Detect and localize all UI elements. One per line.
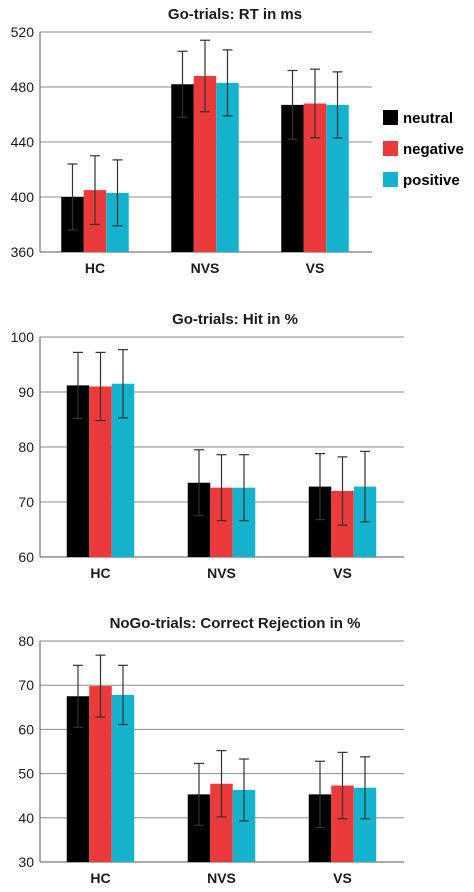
- category-label: NVS: [207, 565, 236, 581]
- bar: [353, 787, 377, 862]
- bar: [187, 482, 211, 557]
- bar: [303, 103, 327, 252]
- y-tick-label: 480: [11, 79, 35, 95]
- category-label: HC: [90, 565, 110, 581]
- legend-swatch: [383, 141, 398, 156]
- bar: [111, 383, 135, 557]
- legend-swatch: [383, 110, 398, 125]
- category-label: VS: [333, 870, 352, 886]
- bar: [331, 785, 354, 862]
- rejection-chart-svg: NoGo-trials: Correct Rejection in % 30 40…: [18, 615, 404, 886]
- y-tick-label: 400: [11, 189, 35, 205]
- bar: [66, 385, 90, 557]
- bar: [326, 104, 349, 252]
- plot-area: 30 40 50 60 70 80 HC NVS VS: [18, 633, 404, 886]
- bar: [66, 696, 90, 862]
- y-tick-label: 80: [18, 633, 34, 649]
- rt-chart-svg: Go-trials: RT in ms 360 400 440 480 520 HC NVS…: [11, 6, 464, 276]
- bar: [210, 487, 233, 557]
- y-tick-label: 50: [18, 766, 34, 782]
- bar: [308, 486, 332, 557]
- bar: [216, 82, 239, 252]
- chart-title: Go-trials: Hit in %: [172, 311, 298, 328]
- bar: [232, 487, 256, 557]
- category-label: VS: [306, 260, 325, 276]
- legend-swatch: [383, 172, 398, 187]
- plot-area: 60 70 80 90 100 HC NVS VS: [11, 329, 404, 581]
- y-tick-label: 90: [18, 384, 34, 400]
- rejection-chart: NoGo-trials: Correct Rejection in % 30 40…: [0, 609, 474, 892]
- bar: [308, 794, 332, 862]
- legend-label: negative: [403, 141, 464, 158]
- y-tick-label: 60: [18, 549, 34, 565]
- bar: [171, 84, 194, 252]
- y-tick-label: 40: [18, 810, 34, 826]
- category-label: HC: [85, 260, 105, 276]
- y-tick-label: 100: [11, 329, 35, 345]
- hit-chart-svg: Go-trials: Hit in % 60 70 80 90 100 HC NVS VS: [11, 311, 404, 581]
- hit-chart: Go-trials: Hit in % 60 70 80 90 100 HC NVS VS: [0, 305, 474, 610]
- bar: [232, 789, 256, 862]
- bar: [89, 386, 112, 557]
- y-tick-label: 80: [18, 439, 34, 455]
- category-label: VS: [333, 565, 352, 581]
- bar: [193, 76, 217, 252]
- chart-title: NoGo-trials: Correct Rejection in %: [110, 615, 361, 632]
- category-label: HC: [90, 870, 110, 886]
- y-tick-label: 70: [18, 677, 34, 693]
- category-label: NVS: [207, 870, 236, 886]
- bar: [210, 783, 233, 862]
- y-tick-label: 70: [18, 494, 34, 510]
- y-tick-label: 30: [18, 854, 34, 870]
- bar: [187, 794, 211, 862]
- legend-label: positive: [403, 172, 460, 189]
- category-label: NVS: [191, 260, 220, 276]
- y-tick-label: 60: [18, 721, 34, 737]
- plot-area: 360 400 440 480 520 HC NVS VS neutral negative pos…: [11, 24, 464, 276]
- legend-label: neutral: [403, 110, 453, 127]
- bar: [111, 694, 135, 862]
- y-tick-label: 440: [11, 134, 35, 150]
- bar: [281, 104, 304, 252]
- chart-title: Go-trials: RT in ms: [168, 6, 302, 23]
- y-tick-label: 520: [11, 24, 35, 40]
- rt-chart: Go-trials: RT in ms 360 400 440 480 520 HC NVS…: [0, 0, 474, 305]
- y-tick-label: 360: [11, 244, 35, 260]
- bar: [89, 686, 112, 862]
